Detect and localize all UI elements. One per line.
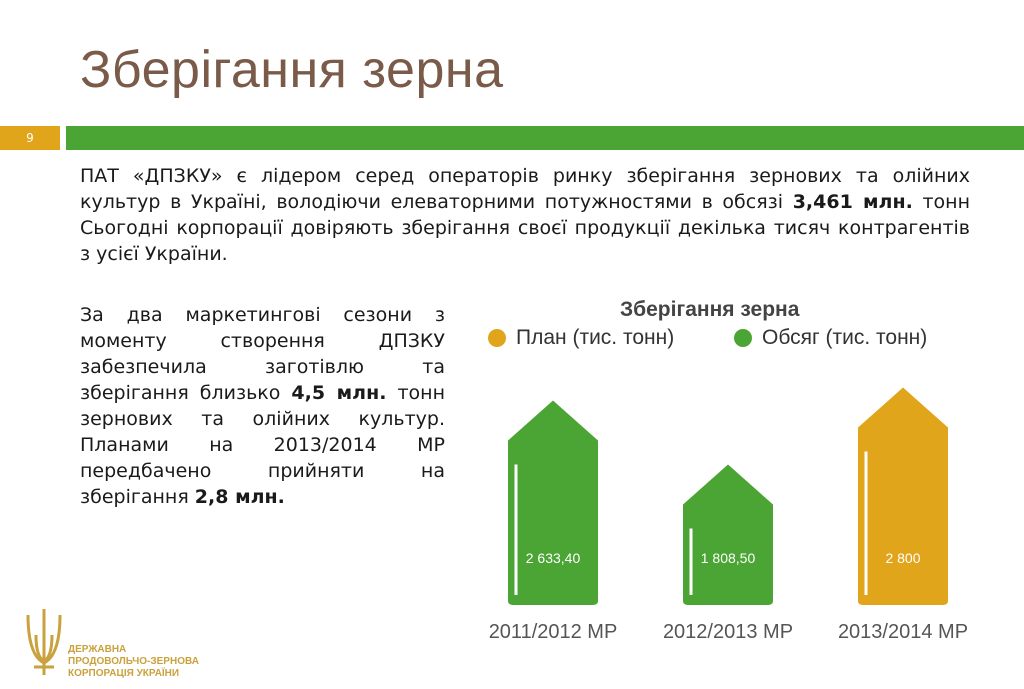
data-label: 2 633,40	[526, 550, 581, 566]
summary-total-bold: 4,5 млн.	[291, 382, 387, 404]
intro-capacity-bold: 3,461 млн.	[792, 191, 913, 213]
wheat-trident-logo-icon	[26, 609, 62, 675]
bar-2012/2013 МР	[683, 464, 773, 605]
summary-plan-bold: 2,8 млн.	[194, 486, 285, 508]
bar-2011/2012 МР	[508, 400, 598, 605]
data-label: 2 800	[885, 550, 920, 566]
logo-text: ДЕРЖАВНА ПРОДОВОЛЬЧО-ЗЕРНОВА КОРПОРАЦІЯ …	[68, 644, 199, 680]
logo-line-3: КОРПОРАЦІЯ УКРАЇНИ	[68, 668, 180, 679]
intro-text-1: ПАТ «ДПЗКУ» є лідером серед операторів р…	[80, 165, 970, 213]
silo-bar-chart: 2 633,40 2011/2012 МР 1 808,50 2012/2013 МР…	[489, 387, 968, 643]
intro-text-2: тонн Сьогодні корпорації довіряють збері…	[80, 191, 970, 265]
logo-line-1: ДЕРЖАВНА	[68, 644, 127, 655]
logo-line-2: ПРОДОВОЛЬЧО-ЗЕРНОВА	[68, 656, 199, 667]
legend-swatch-plan	[488, 329, 506, 347]
category-label: 2013/2014 МР	[838, 621, 968, 643]
data-label: 1 808,50	[701, 550, 756, 566]
legend-item-plan: План (тис. тонн)	[488, 326, 674, 350]
legend-swatch-volume	[734, 329, 752, 347]
page-title: Зберігання зерна	[80, 41, 504, 99]
legend-label-plan: План (тис. тонн)	[516, 326, 675, 349]
legend-item-volume: Обсяг (тис. тонн)	[734, 326, 927, 350]
intro-paragraph: ПАТ «ДПЗКУ» є лідером серед операторів р…	[80, 163, 970, 267]
category-label: 2012/2013 МР	[663, 621, 793, 643]
category-label: 2011/2012 МР	[489, 621, 618, 643]
summary-text-2: тонн зернових та олійних культур. Планам…	[80, 382, 445, 508]
summary-text-1: За два маркетингові сезони з моменту ств…	[80, 304, 445, 404]
legend-label-volume: Обсяг (тис. тонн)	[762, 326, 928, 349]
chart-title: Зберігання зерна	[620, 298, 800, 321]
summary-paragraph: За два маркетингові сезони з моменту ств…	[80, 302, 445, 510]
title-divider-bar	[66, 126, 1024, 150]
slide-number: 9	[0, 126, 60, 150]
bar-2013/2014 МР	[858, 387, 948, 605]
